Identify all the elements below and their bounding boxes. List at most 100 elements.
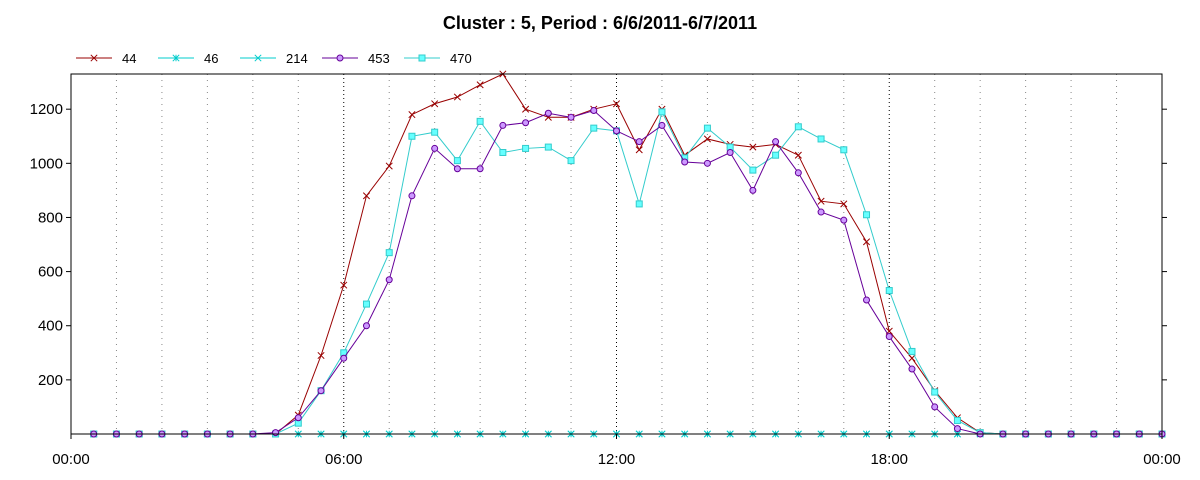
data-point [453,165,461,173]
series-line-470 [93,110,1162,435]
data-point [431,144,439,152]
series-line-44 [93,73,1162,435]
legend-label: 214 [286,51,308,66]
data-point [294,414,302,422]
data-point [726,148,734,156]
chart-title: Cluster : 5, Period : 6/6/2011-6/7/2011 [442,13,758,33]
legend-item-470: 470 [404,51,472,66]
data-point [772,151,780,159]
y-tick-label: 1200 [30,101,63,118]
data-point [453,157,461,165]
y-tick-label: 600 [38,264,63,281]
data-point [772,138,780,146]
x-tick-label: 00:00 [1143,451,1181,468]
legend-label: 453 [368,51,390,66]
series-44 [90,70,1166,438]
data-point [522,105,530,113]
data-point [749,143,757,151]
data-point [703,159,711,167]
data-point [612,100,621,108]
y-tick-label: 800 [38,209,63,226]
data-point [931,403,939,411]
data-point [340,281,348,289]
data-point [885,287,893,295]
series-layer [90,70,1166,438]
data-point [408,111,416,119]
data-point [794,169,802,177]
data-point [953,425,961,433]
data-point [885,333,893,341]
data-point [567,157,575,165]
data-point [567,113,575,121]
data-point [431,128,439,136]
data-point [635,138,643,146]
data-point [613,127,620,135]
data-point [431,100,439,108]
data-point [635,200,643,208]
data-point [362,300,370,308]
data-point [362,192,371,200]
series-line-453 [93,109,1162,435]
legend-marker [336,54,344,62]
y-tick-label: 400 [38,318,63,335]
data-point [840,216,848,224]
y-tick-label: 200 [38,372,63,389]
legend-marker [254,54,262,62]
legend-item-46: 46 [158,51,218,66]
x-tick-label: 06:00 [325,451,363,468]
data-point [931,388,939,396]
legend-label: 46 [204,51,218,66]
legend-marker [90,54,98,62]
legend-label: 470 [450,51,472,66]
data-point [749,166,757,174]
legend-marker [418,54,426,62]
data-point [317,351,325,360]
data-point [408,132,416,140]
data-point [703,135,711,143]
data-point [817,135,825,143]
data-point [340,354,348,362]
data-point [522,144,530,152]
data-point [453,93,461,101]
data-point [840,200,848,208]
legend-label: 44 [122,51,136,66]
data-point [272,429,280,437]
y-tick-label: 1000 [30,155,63,172]
data-point [862,238,871,246]
data-point [317,387,325,395]
data-point [908,347,916,355]
series-470 [90,108,1166,438]
data-point [362,322,370,330]
data-point [499,121,507,129]
data-point [385,276,393,284]
legend-item-453: 453 [322,51,390,66]
data-point [590,124,598,132]
grid [115,74,1118,434]
data-point [794,151,802,159]
data-point [385,162,393,170]
data-point [658,121,666,129]
data-point [635,146,643,154]
data-point [544,109,552,117]
data-point [476,165,484,173]
data-point [840,146,848,154]
data-point [544,143,552,151]
data-point [863,296,871,304]
x-tick-label: 00:00 [52,451,90,468]
data-point [681,158,689,166]
data-point [385,249,393,257]
data-point [863,211,871,219]
axes: 200 400 600 800 1000 1200 00:00 06:00 12:00 18:00… [30,101,1181,468]
data-point [953,416,961,424]
legend-item-44: 44 [76,51,136,66]
data-point [499,148,507,156]
data-point [476,81,484,89]
data-point [590,107,598,115]
data-point [817,208,825,216]
legend-marker [172,54,180,62]
data-point [817,197,825,205]
series-453 [90,107,1166,438]
data-point [522,119,530,127]
data-point [749,186,757,194]
